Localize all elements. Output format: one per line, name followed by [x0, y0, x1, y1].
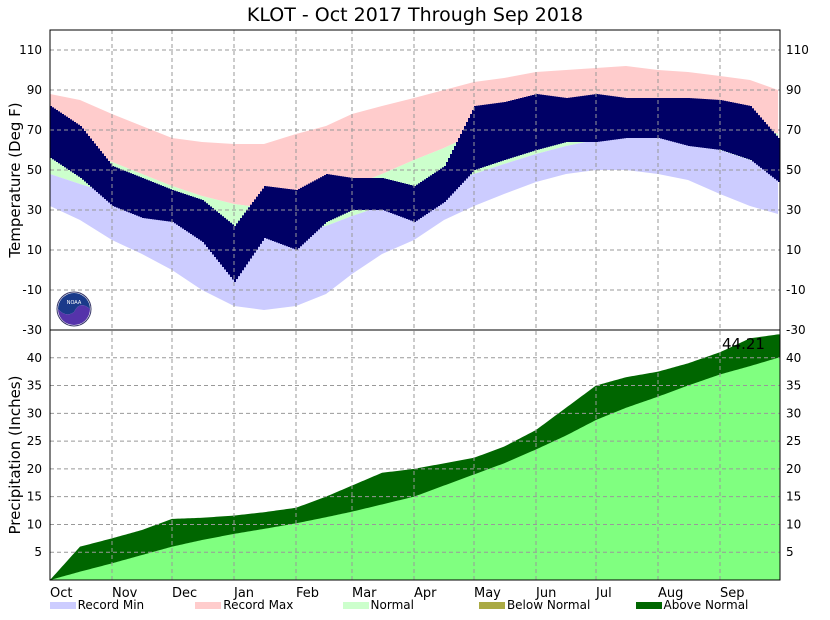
- legend-label: Below Normal: [506, 598, 591, 612]
- legend-swatch: [635, 601, 662, 609]
- temp-tick-left: 110: [19, 43, 42, 57]
- month-label: Dec: [172, 586, 197, 601]
- temp-tick-left: 10: [27, 243, 42, 257]
- precip-tick-left: 5: [34, 545, 42, 559]
- precip-tick-left: 35: [27, 379, 42, 393]
- month-label: Jul: [595, 586, 612, 601]
- precip-tick-right: 15: [786, 490, 801, 504]
- month-label: Mar: [352, 586, 377, 601]
- chart-title: KLOT - Oct 2017 Through Sep 2018: [246, 4, 584, 26]
- noaa-logo-wave: [58, 305, 90, 325]
- legend-label: Record Min: [77, 598, 145, 612]
- precip-axis-label: Precipitation (Inches): [6, 376, 24, 535]
- precip-tick-right: 10: [786, 517, 801, 531]
- legend-above-normal: Above Normal: [635, 598, 749, 612]
- precip-tick-right: 25: [786, 434, 801, 448]
- temp-tick-right: 70: [786, 123, 801, 137]
- precip-tick-left: 20: [27, 462, 42, 476]
- temp-tick-right: 50: [786, 163, 801, 177]
- legend-swatch: [49, 601, 76, 609]
- precip-tick-left: 30: [27, 406, 42, 420]
- precip-tick-right: 35: [786, 379, 801, 393]
- legend-label: Normal: [370, 598, 414, 612]
- noaa-logo-text: NOAA: [67, 300, 82, 306]
- temp-tick-left: -30: [22, 323, 42, 337]
- precip-total-annotation: 44.21: [722, 335, 765, 353]
- precip-tick-left: 40: [27, 351, 42, 365]
- legend-swatch: [478, 601, 505, 609]
- temp-tick-right: 10: [786, 243, 801, 257]
- plot-frame: [49, 29, 781, 581]
- precip-tick-right: 5: [786, 545, 794, 559]
- legend-record-min: Record Min: [49, 598, 145, 612]
- legend-label: Above Normal: [663, 598, 749, 612]
- noaa-logo: NOAA: [56, 291, 92, 327]
- temp-tick-right: 90: [786, 83, 801, 97]
- month-label: Jun: [535, 586, 556, 601]
- legend-below-normal: Below Normal: [478, 598, 591, 612]
- temp-tick-left: -10: [22, 283, 42, 297]
- legend-swatch: [195, 601, 222, 609]
- month-label: Oct: [50, 586, 72, 601]
- legend-record-max: Record Max: [195, 598, 293, 612]
- month-label: Nov: [112, 586, 138, 601]
- temp-tick-right: 30: [786, 203, 801, 217]
- precip-tick-right: 30: [786, 406, 801, 420]
- month-label: Apr: [414, 586, 437, 601]
- precip-tick-right: 20: [786, 462, 801, 476]
- legend-swatch: [342, 601, 369, 609]
- month-label: Jan: [233, 586, 254, 601]
- temp-tick-right: 110: [786, 43, 809, 57]
- temp-axis-label: Temperature (Deg F): [6, 102, 24, 258]
- month-label: Sep: [720, 586, 745, 601]
- precip-tick-left: 15: [27, 490, 42, 504]
- temp-tick-left: 30: [27, 203, 42, 217]
- precip-tick-left: 25: [27, 434, 42, 448]
- temp-tick-left: 90: [27, 83, 42, 97]
- precip-tick-left: 10: [27, 517, 42, 531]
- month-label: Feb: [296, 586, 319, 601]
- month-label: Aug: [658, 586, 683, 601]
- noaa-logo-sky: [58, 293, 90, 315]
- legend-label: Record Max: [223, 598, 294, 612]
- temp-tick-right: -30: [786, 323, 806, 337]
- precip-tick-right: 40: [786, 351, 801, 365]
- month-label: May: [474, 586, 501, 601]
- temp-tick-left: 50: [27, 163, 42, 177]
- legend-normal: Normal: [342, 598, 414, 612]
- temp-tick-right: -10: [786, 283, 806, 297]
- temp-tick-left: 70: [27, 123, 42, 137]
